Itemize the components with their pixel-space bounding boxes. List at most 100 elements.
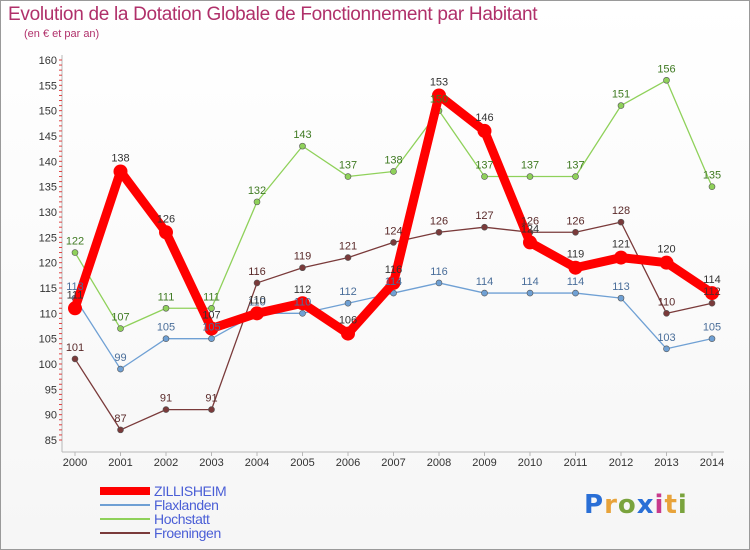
- data-point-hochstatt: [481, 173, 488, 180]
- data-point-flaxlanden: [344, 299, 352, 307]
- data-label: 116: [385, 264, 403, 276]
- data-label: 112: [294, 284, 312, 296]
- data-label: 91: [205, 393, 217, 405]
- legend-item: ZILLISHEIM: [100, 484, 227, 498]
- data-label: 137: [566, 160, 584, 172]
- data-point-froeningen: [299, 264, 306, 272]
- data-point-flaxlanden: [208, 335, 215, 342]
- data-point-zillisheim: [204, 321, 219, 336]
- data-label: 151: [612, 89, 630, 101]
- data-point-flaxlanden: [435, 279, 443, 287]
- data-point-froeningen: [117, 426, 124, 434]
- data-point-hochstatt: [344, 173, 352, 180]
- chart-title: Evolution de la Dotation Globale de Fonc…: [8, 4, 538, 25]
- data-label: 137: [339, 160, 357, 172]
- legend-item: Hochstatt: [100, 512, 226, 526]
- data-label: 121: [339, 241, 357, 253]
- data-point-flaxlanden: [117, 365, 124, 373]
- data-point-zillisheim: [432, 88, 446, 103]
- y-tick-label: 135: [39, 182, 57, 194]
- logo-letter: i: [677, 490, 688, 520]
- data-point-zillisheim: [659, 255, 674, 270]
- data-point-froeningen: [572, 228, 579, 236]
- data-point-zillisheim: [523, 235, 537, 250]
- data-label: 114: [521, 276, 539, 288]
- x-tick-label: 2007: [381, 457, 405, 469]
- data-point-froeningen: [481, 223, 488, 231]
- y-tick-label: 115: [39, 283, 57, 295]
- x-tick-label: 2010: [518, 457, 542, 469]
- data-point-hochstatt: [208, 304, 215, 312]
- y-tick-label: 155: [39, 80, 57, 92]
- data-label: 126: [566, 215, 584, 227]
- data-label: 119: [294, 251, 312, 263]
- data-label: 138: [384, 154, 402, 166]
- x-tick-label: 2006: [336, 457, 360, 469]
- data-label: 111: [67, 289, 84, 301]
- data-label: 107: [202, 310, 220, 322]
- data-label: 87: [114, 413, 126, 425]
- data-label: 116: [430, 266, 448, 278]
- axes-group: 8590951001051101151201251301351401451501…: [39, 55, 724, 469]
- x-tick-label: 2000: [63, 457, 87, 469]
- y-tick-label: 130: [39, 207, 57, 219]
- x-tick-label: 2013: [654, 457, 678, 469]
- data-label: 105: [703, 322, 721, 334]
- data-point-froeningen: [708, 299, 716, 307]
- data-label: 111: [203, 291, 220, 303]
- data-label: 105: [157, 322, 175, 334]
- data-point-flaxlanden: [526, 289, 534, 297]
- logo-letter: o: [617, 490, 637, 520]
- data-point-hochstatt: [390, 168, 397, 175]
- data-point-hochstatt: [117, 325, 124, 332]
- data-point-froeningen: [208, 406, 215, 413]
- y-tick-label: 125: [39, 232, 57, 244]
- data-label: 124: [521, 223, 539, 235]
- y-tick-label: 110: [39, 308, 57, 320]
- data-point-froeningen: [162, 406, 170, 413]
- data-label: 132: [248, 185, 266, 197]
- chart-subtitle: (en € et par an): [24, 28, 100, 40]
- series-group: [68, 76, 719, 434]
- data-label: 126: [521, 215, 539, 227]
- data-point-flaxlanden: [617, 294, 625, 302]
- data-point-zillisheim: [477, 123, 492, 138]
- y-tick-label: 105: [39, 334, 57, 346]
- data-point-hochstatt: [663, 76, 670, 84]
- data-label: 153: [430, 76, 448, 88]
- data-label: 137: [521, 160, 539, 172]
- legend-label: Froeningen: [154, 525, 221, 541]
- data-label: 91: [160, 393, 172, 405]
- data-label: 137: [475, 160, 493, 172]
- data-point-zillisheim: [568, 260, 583, 275]
- data-label: 105: [202, 322, 220, 334]
- logo-letter: t: [664, 490, 678, 520]
- data-point-froeningen: [71, 355, 79, 363]
- data-label: 114: [703, 274, 721, 286]
- data-label: 110: [658, 296, 676, 308]
- y-tick-label: 150: [39, 106, 57, 118]
- data-label: 113: [66, 281, 84, 293]
- legend-swatch-flaxlanden: [100, 504, 150, 506]
- data-point-hochstatt: [253, 198, 261, 206]
- data-point-zillisheim: [250, 306, 264, 321]
- data-point-zillisheim: [159, 225, 173, 240]
- data-label: 120: [657, 244, 675, 256]
- data-point-hochstatt: [162, 304, 170, 312]
- data-label: 135: [703, 170, 721, 182]
- data-label: 119: [567, 249, 585, 261]
- data-label: 126: [157, 213, 175, 225]
- data-point-hochstatt: [71, 249, 79, 256]
- y-tick-label: 120: [39, 258, 57, 270]
- data-label: 138: [111, 152, 129, 164]
- data-labels-group: 122 107 111 111 132 143 137 138 150 137 137 137 151 1…: [66, 63, 721, 425]
- data-label: 146: [475, 112, 493, 124]
- x-tick-label: 2003: [199, 457, 223, 469]
- data-point-froeningen: [617, 218, 625, 226]
- logo-letter: r: [604, 490, 618, 520]
- x-tick-label: 2011: [564, 457, 588, 469]
- data-label: 110: [294, 296, 312, 308]
- data-point-zillisheim: [386, 275, 401, 290]
- x-tick-label: 2009: [472, 457, 496, 469]
